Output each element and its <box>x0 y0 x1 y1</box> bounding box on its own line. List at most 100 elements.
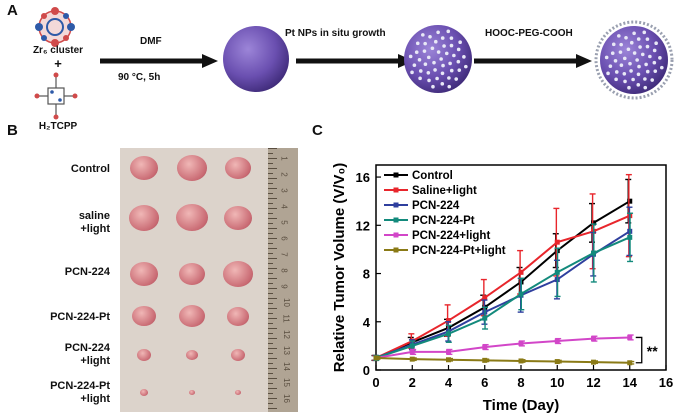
pt-dot <box>427 78 431 83</box>
pt-dot <box>447 84 452 89</box>
data-point <box>518 358 524 364</box>
ruler-tick <box>268 238 277 239</box>
ruler-tick <box>268 158 277 159</box>
tumor-specimen <box>176 204 208 232</box>
data-point <box>627 334 633 340</box>
ruler-tick <box>268 353 273 354</box>
tumor-specimen <box>130 156 158 180</box>
legend-entry: Control <box>412 170 453 182</box>
pt-dot <box>418 76 422 81</box>
tumor-specimen <box>137 349 151 361</box>
ruler-tick <box>268 268 277 269</box>
data-point <box>554 338 560 344</box>
x-axis-label: Time (Day) <box>483 397 559 414</box>
tumor-specimen <box>224 206 252 230</box>
peg-coated-sphere <box>594 20 674 100</box>
pt-dot <box>632 31 636 36</box>
legend-marker <box>393 247 399 253</box>
pt-dot <box>627 85 631 90</box>
pt-decorated-sphere <box>404 25 472 93</box>
ruler: 1 2 3 4 5 6 7 8 9 10 11 12 13 14 15 16 <box>268 148 298 412</box>
tumor-volume-chart: 0 2 4 6 8 10 12 14 16 0 4 8 12 16 Time (Day) Relative T… <box>331 163 673 414</box>
pt-dot <box>628 61 632 66</box>
ruler-tick <box>268 223 273 224</box>
tumor-specimen <box>186 350 198 361</box>
legend-entry: PCN-224-Pt <box>412 215 475 227</box>
pt-dot <box>626 47 631 52</box>
pt-dot <box>436 30 440 35</box>
pt-dot <box>439 57 443 61</box>
row-label-pcn224: PCN-224 <box>64 266 110 278</box>
x-tick-label: 2 <box>409 375 416 390</box>
data-point <box>409 343 415 349</box>
ruler-tick <box>268 273 273 274</box>
pt-dot <box>442 44 446 48</box>
ruler-tick <box>268 383 273 384</box>
pt-dot <box>464 64 468 69</box>
tcpp-molecule-icon <box>34 72 78 120</box>
significance-label: ** <box>647 343 658 359</box>
pt-dot <box>610 51 615 56</box>
tumor-specimen <box>179 305 205 328</box>
ruler-tick <box>268 363 273 364</box>
panel-a-label: A <box>7 2 18 19</box>
row-label-pcn224-light: PCN-224 +light <box>64 342 110 367</box>
ruler-tick <box>268 303 273 304</box>
tcpp-label: H₂TCPP <box>38 121 78 132</box>
ruler-tick <box>268 343 273 344</box>
data-point <box>373 355 379 361</box>
data-point <box>446 349 451 355</box>
pt-dot <box>652 48 657 53</box>
y-tick-label: 4 <box>363 315 371 330</box>
ruler-tick <box>268 408 277 409</box>
x-tick-label: 14 <box>623 375 638 390</box>
data-point <box>446 318 451 324</box>
ruler-tick <box>268 213 273 214</box>
pt-dot <box>618 50 623 54</box>
pt-dot <box>637 64 641 69</box>
ruler-tick <box>268 283 273 284</box>
pt-dot <box>462 55 466 59</box>
pt-dot <box>642 30 647 35</box>
pt-dot <box>444 51 449 56</box>
ruler-tick <box>268 183 273 184</box>
ruler-tick <box>268 333 273 334</box>
pt-dot <box>423 62 428 67</box>
tumor-specimen <box>223 261 253 287</box>
x-tick-label: 8 <box>517 375 524 390</box>
pt-dot <box>619 63 624 68</box>
pt-dot <box>447 76 451 80</box>
pt-dot <box>638 45 642 49</box>
ruler-tick <box>268 148 277 149</box>
ruler-tick <box>268 398 277 399</box>
pt-dot <box>423 41 427 46</box>
pt-dot <box>440 36 445 40</box>
step2-label: Pt NPs in situ growth <box>285 28 386 39</box>
pt-dot <box>449 68 454 73</box>
data-point <box>627 198 633 204</box>
ruler-number: 11 <box>281 314 291 323</box>
series-line <box>375 336 630 359</box>
significance-bracket <box>635 336 643 364</box>
ruler-tick <box>268 168 277 169</box>
data-point <box>446 331 451 337</box>
x-tick-label: 12 <box>586 375 600 390</box>
pt-dot <box>645 44 650 49</box>
data-point <box>554 239 560 245</box>
data-point <box>591 336 596 342</box>
pt-dot <box>417 57 422 62</box>
ruler-tick <box>268 348 277 349</box>
ruler-tick <box>268 293 273 294</box>
ruler-tick <box>268 243 273 244</box>
pt-dot <box>648 54 652 59</box>
reaction-arrow-1 <box>100 54 218 68</box>
x-tick-label: 16 <box>659 375 673 390</box>
series-line <box>375 214 631 359</box>
legend-marker <box>393 217 399 223</box>
pt-dot <box>640 52 645 57</box>
legend-marker <box>393 172 399 178</box>
pt-dot <box>426 70 431 75</box>
pt-dot <box>456 47 461 52</box>
ruler-tick <box>268 338 277 339</box>
pt-dot <box>435 76 439 81</box>
